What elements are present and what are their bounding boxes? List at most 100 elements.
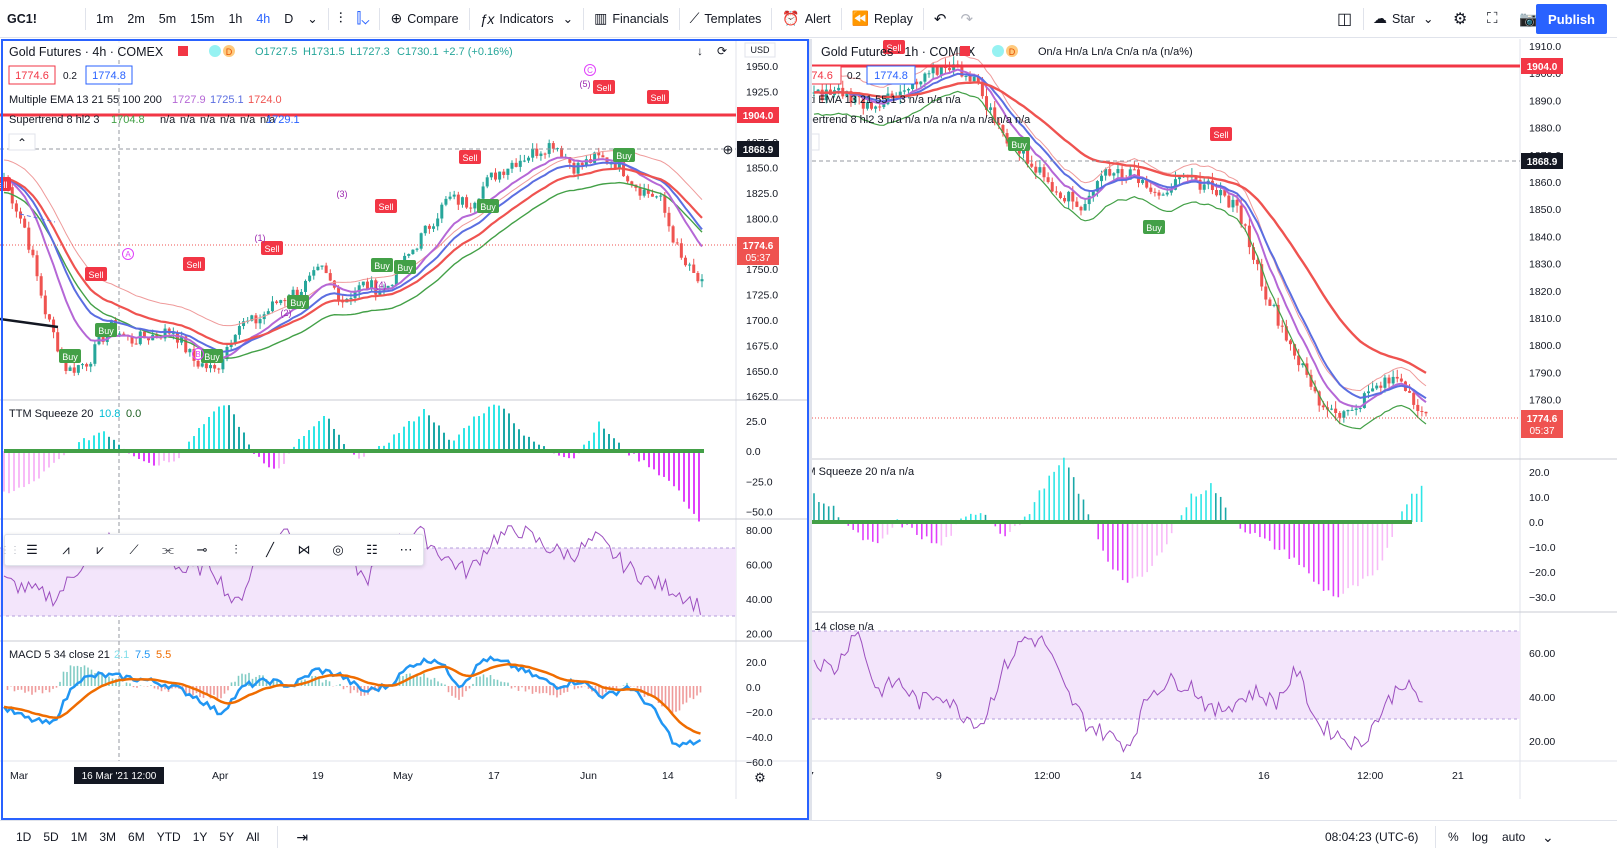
range-1M[interactable]: 1M bbox=[70, 830, 88, 844]
more-tools-icon[interactable]: ⋯ bbox=[399, 542, 413, 557]
financials-button[interactable]: ▥ Financials bbox=[587, 0, 676, 38]
range-1Y[interactable]: 1Y bbox=[192, 830, 208, 844]
right-buy-signal-1: Buy bbox=[1146, 223, 1162, 233]
horizontal-ray-icon[interactable]: ⊸ bbox=[196, 542, 208, 557]
elliott-wave-icon[interactable]: ⩘ bbox=[62, 542, 70, 557]
left-chart-pane[interactable]: 1950.01925.01900.01875.01850.01825.01800… bbox=[0, 39, 809, 820]
candle-body bbox=[976, 76, 980, 82]
drawing-toolbar[interactable]: ⋮⋮ ☰ ⩘ ⩗ ⟋ ⫘ ⊸ ⫶ ╱ ⋈ ◎ ☷ ⋯ bbox=[0, 534, 424, 566]
macd-value-2: 5.5 bbox=[156, 649, 171, 661]
pattern-icon[interactable]: ⋈ bbox=[297, 542, 311, 557]
interval-dropdown-chevron-icon[interactable]: ⌄ bbox=[307, 12, 318, 26]
pitchfork-icon[interactable]: ⫘ bbox=[162, 542, 174, 557]
candles-icon[interactable]: ⫿⌄ bbox=[356, 10, 370, 27]
settings-lines-icon[interactable]: ☷ bbox=[366, 542, 378, 557]
candle-body bbox=[1399, 378, 1403, 382]
candle-body bbox=[1038, 167, 1042, 173]
goto-date-icon[interactable]: ⇥ bbox=[296, 828, 309, 845]
layout-icon[interactable]: ◫ bbox=[1337, 10, 1353, 28]
candle-body bbox=[498, 171, 502, 180]
candle-body bbox=[14, 203, 18, 212]
interval-D[interactable]: D bbox=[284, 11, 294, 26]
drag-handle-icon[interactable]: ⋮⋮ bbox=[0, 544, 20, 556]
percent-toggle[interactable]: % bbox=[1448, 830, 1459, 844]
abc-pattern-icon[interactable]: ⩗ bbox=[96, 542, 104, 557]
fullscreen-icon[interactable]: ⛶ bbox=[1487, 10, 1498, 27]
range-3M[interactable]: 3M bbox=[99, 830, 117, 844]
range-5D[interactable]: 5D bbox=[43, 830, 59, 844]
candle-body bbox=[118, 333, 122, 335]
candle-body bbox=[184, 336, 188, 353]
pane-divider[interactable] bbox=[809, 39, 812, 820]
candle-body bbox=[1338, 412, 1342, 418]
right-buy-signal-0: Buy bbox=[1011, 140, 1027, 150]
interval-5m[interactable]: 5m bbox=[158, 11, 177, 26]
horizontal-lines-icon[interactable]: ☰ bbox=[26, 542, 38, 557]
abc-wave-label-2: C bbox=[587, 66, 593, 75]
range-YTD[interactable]: YTD bbox=[156, 830, 181, 844]
auto-toggle[interactable]: auto bbox=[1502, 830, 1526, 844]
redo-icon[interactable]: ↷ bbox=[960, 10, 974, 28]
range-1D[interactable]: 1D bbox=[16, 830, 32, 844]
right-chart-svg[interactable]: 1910.01900.01890.01880.01870.01860.01850… bbox=[812, 39, 1617, 820]
sell-signal-5: Sell bbox=[462, 153, 477, 163]
wave-circle bbox=[122, 248, 134, 260]
candle-body bbox=[171, 332, 175, 334]
interval-4h[interactable]: 4h bbox=[256, 11, 271, 26]
left-price-tick-0: 1950.0 bbox=[746, 61, 778, 73]
bars-pattern-icon[interactable]: ⫶ bbox=[234, 542, 238, 557]
separator bbox=[468, 7, 470, 30]
candle-body bbox=[915, 81, 919, 85]
right-label-1904: 1904.0 bbox=[1527, 62, 1558, 73]
line-tool-icon[interactable]: ╱ bbox=[266, 542, 274, 557]
camera-icon[interactable]: 📷 bbox=[1519, 10, 1538, 28]
settings-gear-icon[interactable]: ⚙ bbox=[1453, 10, 1468, 28]
candle-body bbox=[1280, 325, 1284, 327]
replay-button[interactable]: ⏪ Replay bbox=[845, 0, 920, 38]
right-chart-pane[interactable]: 1910.01900.01890.01880.01870.01860.01850… bbox=[812, 39, 1617, 820]
undo-icon[interactable]: ↶ bbox=[933, 10, 947, 28]
candle-body bbox=[1256, 259, 1260, 265]
candle-body bbox=[299, 291, 303, 297]
candle-body bbox=[985, 96, 989, 110]
range-6M[interactable]: 6M bbox=[128, 830, 145, 844]
candle-body bbox=[1178, 177, 1182, 180]
right-price-tick-10: 1810.0 bbox=[1529, 313, 1561, 325]
interval-2m[interactable]: 2m bbox=[127, 11, 145, 26]
supertrend-lower bbox=[813, 90, 1427, 430]
candle-body bbox=[19, 211, 23, 219]
indicators-button[interactable]: ƒx Indicators ⌄ bbox=[473, 0, 580, 38]
clock-time[interactable]: 08:04:23 (UTC-6) bbox=[1325, 830, 1419, 844]
templates-button[interactable]: ⟋ Templates bbox=[683, 0, 769, 38]
interval-1h[interactable]: 1h bbox=[228, 11, 243, 26]
publish-button[interactable]: Publish bbox=[1536, 4, 1607, 34]
separator bbox=[1435, 826, 1436, 848]
left-ttm-tick-3: −50.0 bbox=[746, 507, 773, 519]
bar-style-icon[interactable]: ⫶ bbox=[338, 10, 343, 27]
range-5Y[interactable]: 5Y bbox=[219, 830, 235, 844]
candle-body bbox=[444, 198, 448, 205]
candle-body bbox=[1366, 391, 1370, 394]
interval-15m[interactable]: 15m bbox=[190, 11, 215, 26]
compare-button[interactable]: ⊕ Compare bbox=[383, 0, 465, 38]
left-time-tick-1: Apr bbox=[212, 770, 229, 782]
ema-21-line bbox=[3, 161, 703, 353]
buy-signal-7: Buy bbox=[616, 151, 632, 161]
log-toggle[interactable]: log bbox=[1472, 830, 1489, 844]
collapse-chevron-icon[interactable]: ⌄ bbox=[1542, 828, 1554, 845]
candle-body bbox=[692, 264, 696, 273]
range-All[interactable]: All bbox=[246, 830, 260, 844]
candle-body bbox=[349, 297, 353, 299]
star-button[interactable]: ☁ Star ⌄ bbox=[1366, 0, 1440, 38]
candle-body bbox=[518, 160, 522, 167]
candle-body bbox=[237, 326, 241, 335]
left-chart-svg[interactable]: 1950.01925.01900.01875.01850.01825.01800… bbox=[0, 39, 809, 820]
countdown: 05:37 bbox=[745, 253, 770, 264]
abc-wave-label-1: B bbox=[195, 350, 200, 359]
alert-button[interactable]: ⏰ Alert bbox=[775, 0, 837, 38]
gann-icon[interactable]: ◎ bbox=[332, 542, 344, 557]
trend-line-icon[interactable]: ⟋ bbox=[129, 542, 139, 557]
symbol-search[interactable]: GC1! bbox=[0, 0, 82, 38]
candle-body bbox=[175, 332, 179, 343]
interval-1m[interactable]: 1m bbox=[96, 11, 114, 26]
